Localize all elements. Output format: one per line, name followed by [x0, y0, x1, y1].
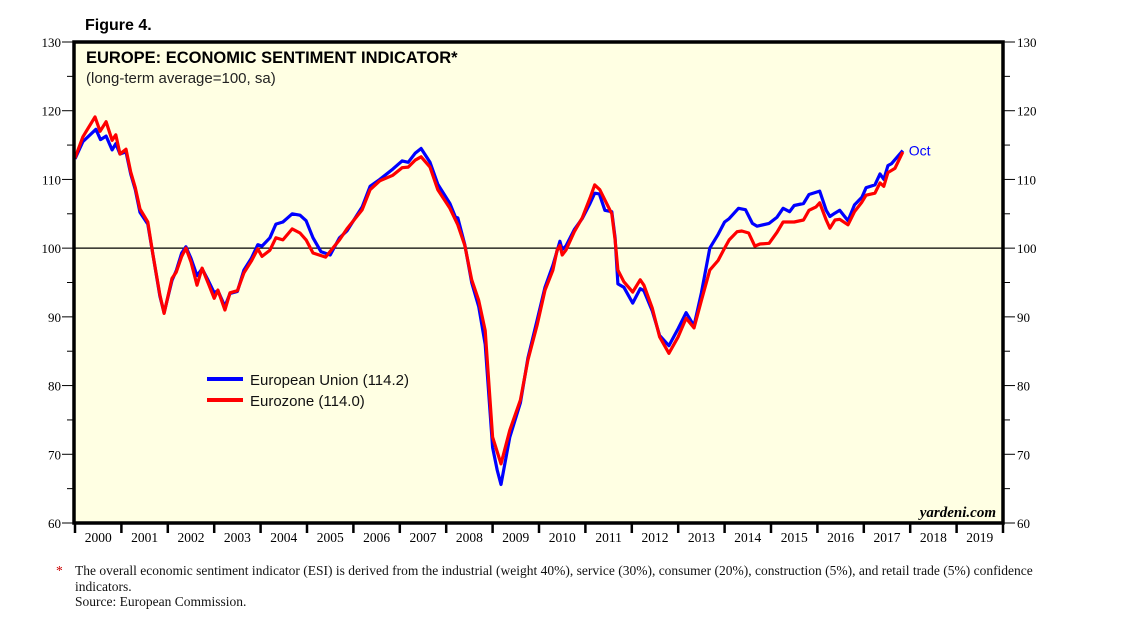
source-text: Source: European Commission. — [75, 594, 247, 609]
watermark: yardeni.com — [918, 505, 996, 521]
chart-subtitle: (long-term average=100, sa) — [86, 70, 276, 87]
x-tick-label: 2015 — [781, 530, 808, 545]
x-tick-label: 2004 — [270, 530, 297, 545]
y-tick-label-left: 60 — [48, 516, 61, 531]
y-tick-label-left: 130 — [42, 35, 62, 50]
x-tick-label: 2018 — [920, 530, 947, 545]
x-tick-label: 2006 — [363, 530, 390, 545]
x-tick-label: 2014 — [734, 530, 761, 545]
x-tick-label: 2008 — [456, 530, 483, 545]
y-tick-label-left: 110 — [42, 172, 61, 187]
y-tick-label-left: 100 — [42, 241, 62, 256]
x-tick-label: 2009 — [502, 530, 529, 545]
y-tick-label-left: 80 — [48, 379, 61, 394]
footnote-marker: * — [56, 563, 63, 578]
y-tick-label-left: 120 — [42, 104, 62, 119]
x-tick-label: 2005 — [317, 530, 344, 545]
x-tick-label: 2003 — [224, 530, 251, 545]
y-tick-label-right: 110 — [1017, 172, 1036, 187]
x-tick-label: 2010 — [549, 530, 576, 545]
chart-title: EUROPE: ECONOMIC SENTIMENT INDICATOR* — [86, 49, 458, 67]
y-tick-label-right: 80 — [1017, 379, 1030, 394]
y-tick-label-right: 60 — [1017, 516, 1030, 531]
legend: European Union (114.2) Eurozone (114.0) — [207, 372, 409, 410]
x-tick-label: 2019 — [966, 530, 993, 545]
y-tick-label-right: 120 — [1017, 104, 1037, 119]
y-tick-label-left: 70 — [48, 447, 61, 462]
plot-area — [74, 42, 1003, 523]
last-point-label: Oct — [909, 143, 931, 159]
y-tick-label-right: 70 — [1017, 447, 1030, 462]
x-tick-label: 2011 — [595, 530, 622, 545]
footnote-text: The overall economic sentiment indicator… — [75, 563, 1033, 594]
figure-label: Figure 4. — [85, 17, 152, 34]
x-tick-label: 2013 — [688, 530, 715, 545]
x-tick-label: 2016 — [827, 530, 854, 545]
x-tick-label: 2007 — [410, 530, 437, 545]
x-tick-label: 2002 — [178, 530, 205, 545]
y-tick-label-right: 100 — [1017, 241, 1037, 256]
legend-label-ez: Eurozone (114.0) — [250, 393, 365, 410]
x-tick-label: 2012 — [642, 530, 669, 545]
y-tick-label-right: 90 — [1017, 310, 1030, 325]
x-tick-label: 2001 — [131, 530, 158, 545]
y-tick-label-left: 90 — [48, 310, 61, 325]
y-tick-label-right: 130 — [1017, 35, 1037, 50]
x-tick-label: 2000 — [85, 530, 112, 545]
legend-label-eu: European Union (114.2) — [250, 372, 409, 389]
series-line-eurozone — [73, 115, 905, 466]
x-tick-label: 2017 — [874, 530, 901, 545]
footnote: The overall economic sentiment indicator… — [75, 563, 1035, 610]
